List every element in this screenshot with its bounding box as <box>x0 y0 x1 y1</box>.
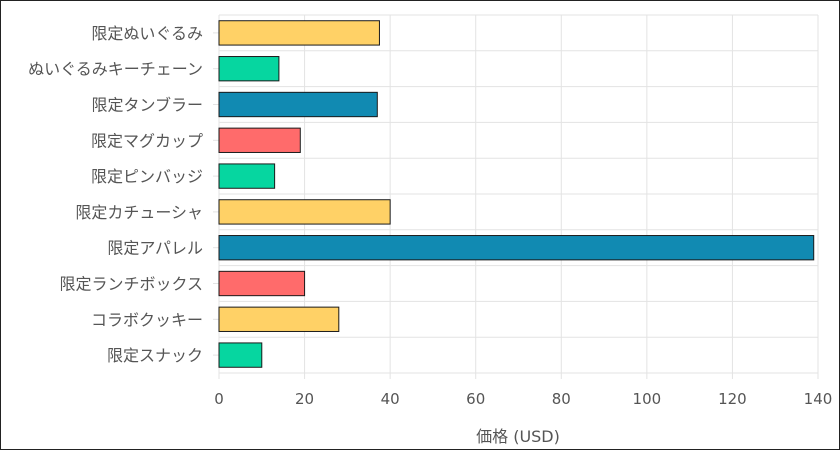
bar <box>218 306 340 332</box>
x-tick-label: 40 <box>381 390 400 408</box>
bar <box>218 56 280 82</box>
x-tick-label: 100 <box>633 390 662 408</box>
category-label: 限定アパレル <box>107 239 203 258</box>
bar <box>218 342 263 368</box>
category-label: コラボクッキー <box>91 310 203 329</box>
x-tick-label: 120 <box>718 390 747 408</box>
x-tick-label: 20 <box>295 390 314 408</box>
x-tick-label: 80 <box>552 390 571 408</box>
category-label: 限定スナック <box>107 346 203 365</box>
category-label: 限定タンブラー <box>91 96 203 115</box>
x-tick-label: 60 <box>466 390 485 408</box>
bar <box>218 163 276 189</box>
category-label: 限定マグカップ <box>91 131 203 150</box>
category-label: 限定ランチボックス <box>59 275 203 294</box>
bar <box>218 270 306 297</box>
x-tick-labels: 0 20 40 60 80 100 120 140 <box>214 390 832 408</box>
grid-lines <box>213 14 819 379</box>
bar <box>218 91 378 118</box>
bar <box>218 20 380 46</box>
x-tick-label: 140 <box>804 390 833 408</box>
bar <box>218 199 391 225</box>
category-labels: 限定ぬいぐるみぬいぐるみキーチェーン限定タンブラー限定マグカップ限定ピンバッジ限… <box>28 24 203 365</box>
category-label: 限定カチューシャ <box>75 203 203 222</box>
x-axis-label: 価格 (USD) <box>476 427 560 446</box>
x-tick-label: 0 <box>214 390 224 408</box>
category-label: 限定ピンバッジ <box>91 167 203 186</box>
bars <box>218 20 815 368</box>
bar <box>218 235 815 261</box>
category-label: 限定ぬいぐるみ <box>91 24 203 43</box>
category-label: ぬいぐるみキーチェーン <box>28 60 203 79</box>
bar <box>218 127 301 153</box>
